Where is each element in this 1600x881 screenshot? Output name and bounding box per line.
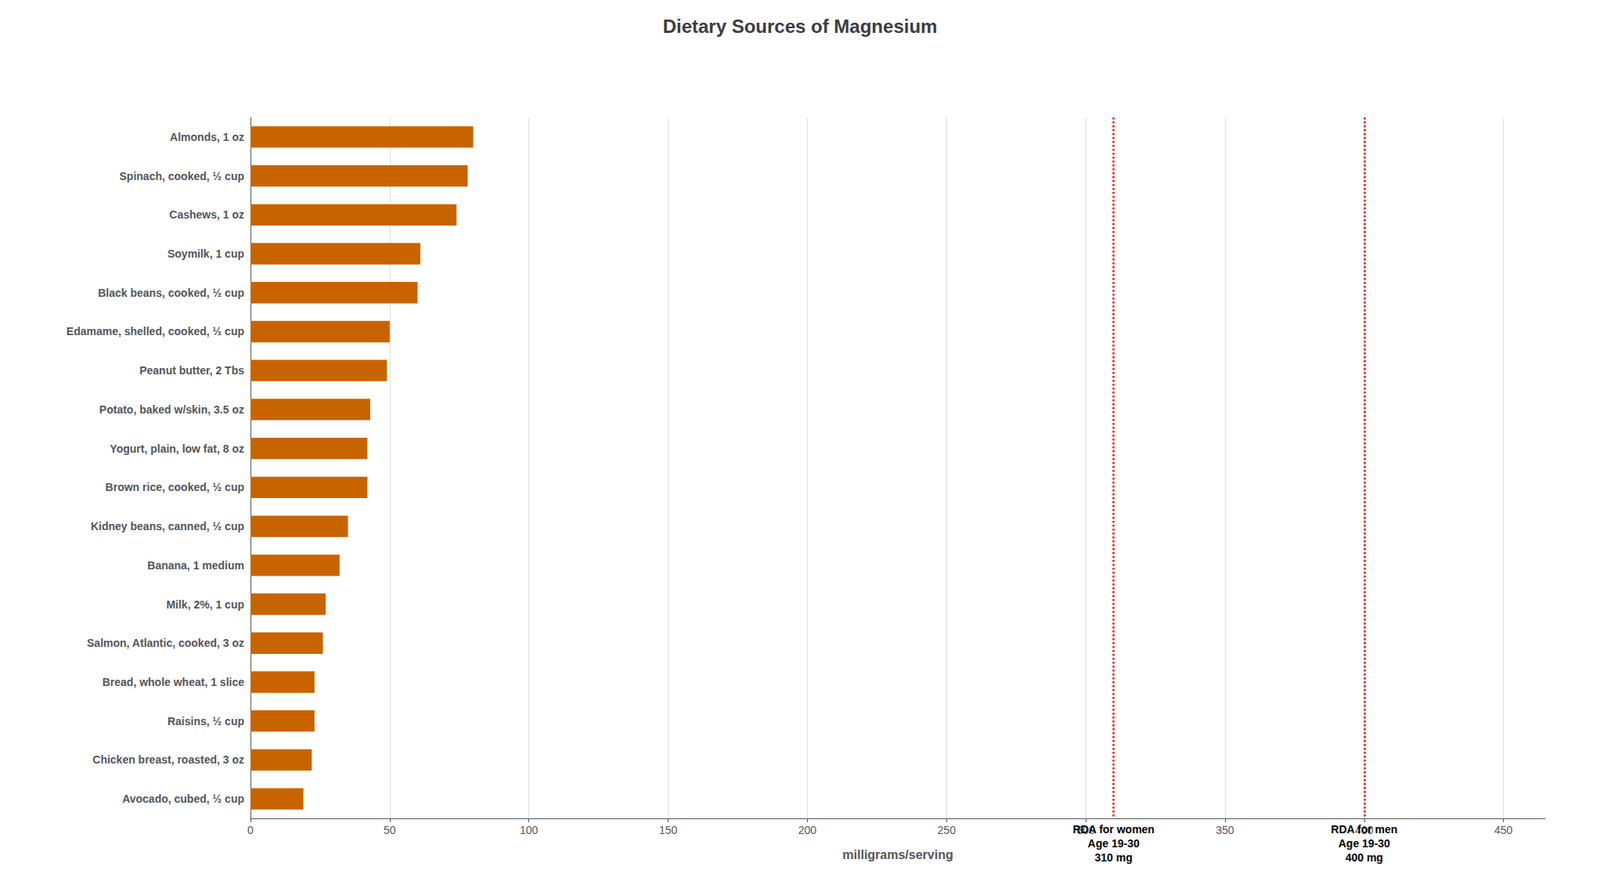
svg-text:Kidney beans, canned, ½ cup: Kidney beans, canned, ½ cup: [90, 519, 245, 533]
svg-text:310 mg: 310 mg: [1095, 850, 1133, 864]
svg-text:RDA for women: RDA for women: [1072, 822, 1154, 836]
svg-text:200: 200: [798, 823, 818, 837]
svg-text:100: 100: [519, 823, 539, 837]
svg-text:Age 19-30: Age 19-30: [1088, 836, 1140, 850]
svg-text:Soymilk, 1 cup: Soymilk, 1 cup: [167, 247, 245, 260]
svg-text:Avocado, cubed, ½ cup: Avocado, cubed, ½ cup: [122, 792, 245, 805]
svg-text:RDA for men: RDA for men: [1330, 822, 1398, 836]
svg-text:Brown rice, cooked, ½ cup: Brown rice, cooked, ½ cup: [105, 480, 245, 494]
svg-text:Almonds, 1 oz: Almonds, 1 oz: [169, 130, 245, 144]
svg-text:Age 19-30: Age 19-30: [1338, 836, 1391, 850]
svg-text:Milk, 2%, 1 cup: Milk, 2%, 1 cup: [165, 598, 245, 611]
svg-text:Salmon, Atlantic, cooked, 3 oz: Salmon, Atlantic, cooked, 3 oz: [86, 636, 245, 649]
svg-text:450: 450: [1494, 823, 1514, 837]
svg-text:Black beans, cooked, ½ cup: Black beans, cooked, ½ cup: [97, 286, 245, 300]
svg-text:Bread, whole wheat, 1 slice: Bread, whole wheat, 1 slice: [102, 675, 246, 689]
svg-text:Potato, baked w/skin, 3.5 oz: Potato, baked w/skin, 3.5 oz: [99, 403, 245, 416]
svg-text:Cashews, 1 oz: Cashews, 1 oz: [169, 208, 245, 221]
svg-text:milligrams/serving: milligrams/serving: [842, 847, 953, 862]
svg-text:50: 50: [383, 823, 397, 837]
svg-text:350: 350: [1215, 823, 1235, 837]
svg-text:150: 150: [659, 823, 678, 837]
svg-text:Raisins, ½ cup: Raisins, ½ cup: [167, 714, 245, 728]
svg-text:Chicken breast, roasted, 3 oz: Chicken breast, roasted, 3 oz: [92, 753, 245, 766]
svg-text:400 mg: 400 mg: [1345, 850, 1384, 864]
svg-text:250: 250: [937, 823, 957, 837]
svg-text:Spinach, cooked, ½ cup: Spinach, cooked, ½ cup: [119, 169, 245, 183]
svg-text:Dietary Sources of Magnesium: Dietary Sources of Magnesium: [663, 15, 938, 37]
svg-text:0: 0: [247, 823, 254, 837]
svg-text:Peanut butter, 2 Tbs: Peanut butter, 2 Tbs: [139, 363, 245, 377]
svg-text:Edamame, shelled, cooked, ½ cu: Edamame, shelled, cooked, ½ cup: [66, 324, 245, 338]
svg-text:Yogurt, plain, low fat, 8 oz: Yogurt, plain, low fat, 8 oz: [109, 442, 245, 455]
svg-text:Banana, 1 medium: Banana, 1 medium: [147, 558, 245, 572]
